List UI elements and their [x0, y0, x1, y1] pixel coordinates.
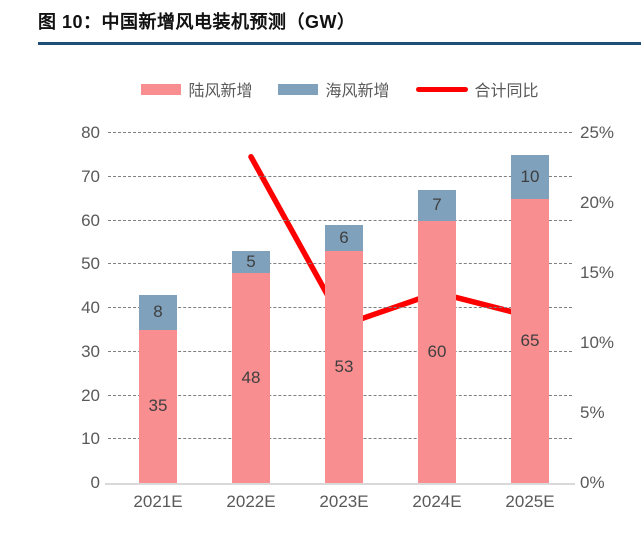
legend-item-合计同比: 合计同比: [415, 77, 539, 101]
legend-label: 海风新增: [325, 83, 390, 100]
x-axis-tick: 2022E: [226, 492, 276, 511]
legend-item-陆风新增: 陆风新增: [141, 77, 252, 101]
x-axis-labels: 2021E 2022E 2023E 2024E 2025E: [108, 492, 572, 516]
gridline: [108, 175, 572, 177]
y-axis-left-tick: 10: [81, 429, 100, 449]
y-axis-left-tick: 50: [81, 254, 100, 274]
legend-line-swatch-icon: [415, 86, 468, 92]
chart-legend: 陆风新增 海风新增 合计同比: [108, 77, 572, 101]
y-axis-left-tick: 30: [81, 341, 100, 361]
legend-label: 陆风新增: [188, 83, 253, 100]
bar-value-label: 48: [241, 368, 261, 387]
y-axis-left-tick: 20: [81, 385, 100, 405]
y-axis-left-tick: 60: [81, 210, 100, 230]
legend-item-海风新增: 海风新增: [278, 77, 390, 101]
title-underline: [38, 42, 641, 45]
y-axis-right: 0% 5% 10% 15% 20% 25%: [580, 123, 641, 492]
bar-segment-陆风新增-2022E: 48: [232, 273, 270, 483]
bar-segment-海风新增-2021E: 8: [139, 294, 177, 330]
x-axis-tick: 2021E: [133, 492, 183, 511]
y-axis-left-tick: 0: [90, 473, 100, 492]
bar-value-label: 8: [153, 302, 163, 322]
y-axis-right-tick: 15%: [580, 263, 615, 282]
legend-bar-swatch-icon: [141, 83, 182, 95]
figure-title: 图 10：中国新增风电装机预测（GW）: [38, 12, 356, 32]
gridline: [108, 132, 572, 133]
y-axis-right-tick: 25%: [580, 123, 615, 142]
y-axis-right-tick: 20%: [580, 193, 615, 212]
y-axis-left-tick: 70: [81, 166, 100, 186]
bar-segment-陆风新增-2021E: 35: [139, 329, 177, 483]
bar-segment-陆风新增-2025E: 65: [511, 198, 549, 483]
gridline: [108, 219, 572, 221]
y-axis-right-tick: 0%: [580, 473, 605, 492]
bar-value-label: 6: [339, 228, 349, 247]
y-axis-right-tick: 10%: [580, 333, 615, 352]
bar-value-label: 60: [427, 341, 447, 361]
bar-value-label: 65: [520, 330, 540, 350]
bar-segment-海风新增-2024E: 7: [418, 189, 456, 221]
legend-label: 合计同比: [474, 83, 539, 100]
y-axis-left-tick: 40: [81, 298, 100, 317]
legend-bar-swatch-icon: [278, 83, 319, 95]
x-axis-tick: 2023E: [319, 492, 369, 511]
y-axis-left: 0 10 20 30 40 50 60 70 80: [0, 123, 100, 492]
x-axis-line: [105, 483, 575, 485]
bar-segment-海风新增-2023E: 6: [325, 224, 363, 252]
bar-value-label: 5: [246, 252, 256, 272]
y-axis-left-tick: 80: [81, 123, 100, 142]
bar-value-label: 10: [520, 166, 540, 186]
plot-area: 35 8 48 5 53 6 60 7 65 10: [105, 132, 575, 485]
yoy-line-layer: [248, 154, 533, 328]
bar-segment-陆风新增-2024E: 60: [418, 220, 456, 483]
bar-segment-海风新增-2022E: 5: [232, 251, 270, 273]
bar-value-label: 53: [334, 357, 354, 377]
yoy-line: [248, 154, 533, 328]
x-axis-tick: 2024E: [412, 492, 462, 511]
bar-segment-陆风新增-2023E: 53: [325, 251, 363, 483]
bar-value-label: 35: [148, 396, 168, 416]
bar-value-label: 7: [432, 195, 442, 215]
y-axis-right-tick: 5%: [580, 403, 605, 422]
x-axis-tick: 2025E: [505, 492, 555, 511]
bar-segment-海风新增-2025E: 10: [511, 154, 549, 199]
